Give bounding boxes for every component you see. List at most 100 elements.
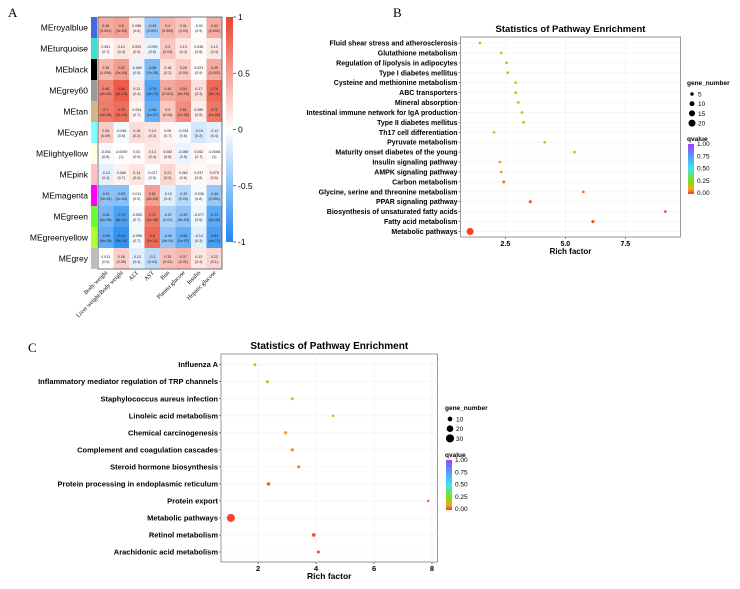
heatmap-cell bbox=[160, 38, 176, 59]
cell-correlation: 0.5 bbox=[119, 24, 124, 28]
pathway-label: Glycine, serine and threonine metabolism bbox=[319, 189, 458, 196]
heatmap-cell bbox=[144, 185, 160, 206]
column-label: Plasma glucose bbox=[156, 270, 187, 301]
data-point bbox=[591, 220, 595, 224]
heatmap-cell bbox=[191, 59, 207, 80]
heatmap-cell bbox=[113, 227, 129, 248]
cell-correlation: -0.46 bbox=[210, 192, 218, 196]
cell-correlation: -0.0059 bbox=[115, 150, 127, 154]
cell-correlation: 0.71 bbox=[149, 213, 156, 217]
heatmap-cell bbox=[175, 185, 191, 206]
row-label: MEblack bbox=[55, 65, 88, 75]
pathway-label: Glutathione metabolism bbox=[378, 50, 458, 57]
heatmap-cell bbox=[129, 17, 145, 38]
cell-pvalue: (0.3) bbox=[195, 92, 202, 96]
cell-correlation: 0.31 bbox=[180, 24, 187, 28]
heatmap-cell bbox=[191, 80, 207, 101]
cell-correlation: 0.38 bbox=[102, 66, 109, 70]
heatmap-cell bbox=[175, 38, 191, 59]
cell-correlation: 0.44 bbox=[211, 24, 218, 28]
cell-correlation: 0.17 bbox=[195, 87, 202, 91]
color-scale-label: 1 bbox=[238, 12, 243, 22]
cell-pvalue: (0.7) bbox=[133, 113, 140, 117]
cell-correlation: -0.14 bbox=[195, 234, 203, 238]
heatmap-cell bbox=[206, 248, 222, 269]
cell-pvalue: (4e-15) bbox=[115, 92, 127, 96]
heatmap-cell bbox=[144, 59, 160, 80]
pathway-label: PPAR signaling pathway bbox=[376, 199, 458, 206]
size-legend-label: 20 bbox=[456, 426, 464, 433]
cell-correlation: -0.12 bbox=[210, 129, 218, 133]
module-color-bar bbox=[91, 59, 97, 80]
module-color-bar bbox=[91, 248, 97, 269]
cell-pvalue: (3e-11) bbox=[209, 92, 220, 96]
cell-correlation: 0.51 bbox=[149, 192, 156, 196]
size-legend-label: 30 bbox=[456, 436, 464, 443]
pathway-label: Influenza A bbox=[178, 360, 218, 369]
data-point bbox=[573, 150, 576, 154]
plot-area bbox=[460, 36, 681, 238]
cell-correlation: -0.91 bbox=[117, 234, 125, 238]
cell-correlation: 0.011 bbox=[132, 192, 141, 196]
cell-correlation: -0.51 bbox=[102, 192, 110, 196]
cell-correlation: 0.66 bbox=[102, 87, 109, 91]
heatmap-cell bbox=[175, 143, 191, 164]
qvalue-legend-label: 1.00 bbox=[455, 457, 468, 464]
cell-correlation: 0.037 bbox=[194, 171, 203, 175]
pathway-label: ABC transporters bbox=[399, 90, 457, 97]
heatmap-cell bbox=[113, 185, 129, 206]
heatmap-cell bbox=[191, 17, 207, 38]
cell-correlation: -0.68 bbox=[179, 234, 187, 238]
cell-pvalue: (0.8) bbox=[195, 197, 202, 201]
cell-correlation: 0.13 bbox=[211, 45, 218, 49]
row-label: MEpink bbox=[60, 170, 89, 180]
heatmap-cell bbox=[160, 101, 176, 122]
module-color-bar bbox=[91, 38, 97, 59]
enrichment-plot-b: 2.5 5.0 7.5 Fluid shear stress and atherosc… bbox=[306, 24, 730, 256]
cell-pvalue: (0.04) bbox=[148, 260, 157, 264]
color-scale-label: -1 bbox=[238, 237, 246, 247]
cell-pvalue: (0.2) bbox=[133, 134, 140, 138]
data-point bbox=[664, 210, 667, 214]
data-point bbox=[290, 448, 294, 452]
pathway-label: Cysteine and methionine metabolism bbox=[334, 80, 458, 87]
data-point bbox=[514, 91, 518, 94]
pathway-label: AMPK signaling pathway bbox=[374, 169, 457, 176]
cell-pvalue: (4e-04) bbox=[162, 239, 174, 243]
cell-pvalue: (0.9) bbox=[133, 197, 140, 201]
data-point bbox=[478, 41, 482, 45]
cell-pvalue: (0.9) bbox=[102, 260, 109, 264]
heatmap-cell bbox=[175, 17, 191, 38]
qvalue-legend-label: 0.00 bbox=[455, 506, 468, 513]
x-axis-title: Rich factor bbox=[550, 247, 592, 256]
cell-pvalue: (2e-04) bbox=[146, 197, 158, 201]
qvalue-legend-title: qvalue bbox=[687, 136, 708, 143]
cell-pvalue: (4e-08) bbox=[100, 113, 112, 117]
x-tick-label: 6 bbox=[372, 564, 376, 573]
cell-correlation: -0.19 bbox=[195, 129, 203, 133]
cell-correlation: -0.12 bbox=[102, 171, 110, 175]
row-label: MEgreen bbox=[54, 212, 89, 222]
data-point bbox=[543, 140, 547, 144]
qvalue-legend-title: qvalue bbox=[445, 452, 466, 459]
cell-pvalue: (0.5) bbox=[149, 50, 156, 54]
module-color-bar bbox=[91, 17, 97, 38]
cell-correlation: 0.086 bbox=[132, 24, 141, 28]
heatmap-cell bbox=[129, 248, 145, 269]
cell-pvalue: (0.01) bbox=[163, 218, 172, 222]
module-color-bar bbox=[91, 122, 97, 143]
size-legend-dot bbox=[445, 434, 455, 443]
heatmap-cell bbox=[206, 17, 222, 38]
heatmap-cell bbox=[206, 38, 222, 59]
cell-correlation: 0.46 bbox=[164, 87, 171, 91]
cell-correlation: -0.13 bbox=[133, 255, 141, 259]
heatmap-cell bbox=[144, 17, 160, 38]
pathway-label: Complement and coagulation cascades bbox=[77, 445, 218, 454]
data-point bbox=[528, 200, 532, 204]
qvalue-legend-label: 1.00 bbox=[697, 141, 710, 148]
heatmap-cell bbox=[144, 248, 160, 269]
row-label: MEgrey60 bbox=[49, 86, 88, 96]
size-legend-dot bbox=[688, 110, 696, 117]
cell-pvalue: (0.9) bbox=[133, 155, 140, 159]
